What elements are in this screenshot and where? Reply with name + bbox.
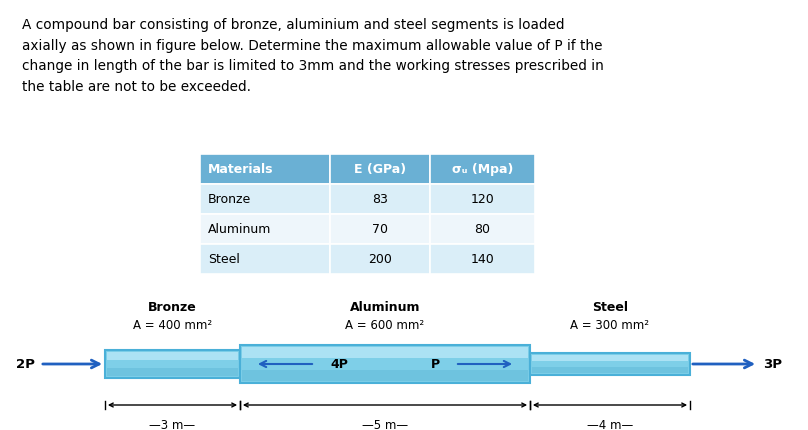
Bar <box>532 367 688 373</box>
Text: σᵤ (Mpa): σᵤ (Mpa) <box>452 163 513 176</box>
Text: Bronze: Bronze <box>208 193 251 206</box>
Text: P: P <box>431 358 440 371</box>
Text: 2P: 2P <box>16 358 35 371</box>
Bar <box>105 350 240 378</box>
Text: 4P: 4P <box>330 358 348 371</box>
Bar <box>240 345 530 383</box>
Bar <box>242 347 528 358</box>
Bar <box>430 215 535 244</box>
Text: Aluminum: Aluminum <box>208 223 271 236</box>
Text: 120: 120 <box>470 193 494 206</box>
Text: Steel: Steel <box>208 253 240 266</box>
Text: A = 600 mm²: A = 600 mm² <box>346 318 424 331</box>
Text: 140: 140 <box>470 253 494 266</box>
Text: —3 m—: —3 m— <box>149 418 196 430</box>
Text: Aluminum: Aluminum <box>350 300 420 313</box>
Text: 80: 80 <box>474 223 490 236</box>
Bar <box>200 215 330 244</box>
Text: Steel: Steel <box>592 300 628 313</box>
Text: —5 m—: —5 m— <box>362 418 408 430</box>
Bar <box>200 184 330 215</box>
Text: 70: 70 <box>372 223 388 236</box>
Bar <box>200 155 330 184</box>
Bar <box>532 355 688 361</box>
Text: 200: 200 <box>368 253 392 266</box>
Bar <box>430 184 535 215</box>
Text: E (GPa): E (GPa) <box>354 163 406 176</box>
Text: A = 300 mm²: A = 300 mm² <box>570 318 650 331</box>
Bar <box>107 352 238 360</box>
Bar <box>530 353 690 375</box>
Text: A = 400 mm²: A = 400 mm² <box>133 318 212 331</box>
Bar <box>200 244 330 274</box>
Bar <box>242 371 528 381</box>
Text: Bronze: Bronze <box>148 300 197 313</box>
Bar <box>430 155 535 184</box>
Bar <box>330 215 430 244</box>
Bar <box>330 184 430 215</box>
Bar <box>430 244 535 274</box>
Text: —4 m—: —4 m— <box>587 418 633 430</box>
Bar <box>107 369 238 376</box>
Text: A compound bar consisting of bronze, aluminium and steel segments is loaded
axia: A compound bar consisting of bronze, alu… <box>22 18 604 94</box>
Text: 83: 83 <box>372 193 388 206</box>
Bar <box>330 155 430 184</box>
Bar <box>330 244 430 274</box>
Text: 3P: 3P <box>763 358 782 371</box>
Text: Materials: Materials <box>208 163 273 176</box>
